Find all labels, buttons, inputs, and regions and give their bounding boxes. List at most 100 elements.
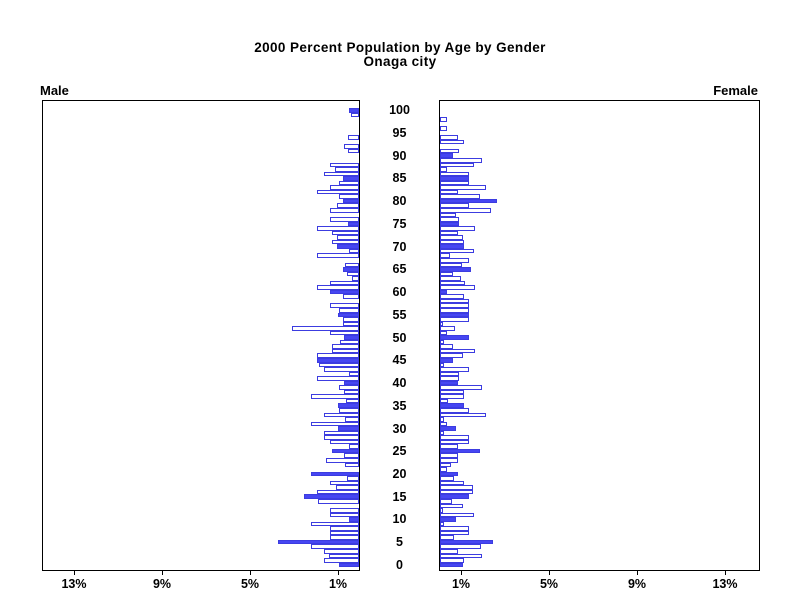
bar-female-age-44 — [440, 362, 445, 368]
bar-female-age-27 — [440, 439, 469, 445]
age-axis-label-40: 40 — [392, 376, 407, 391]
bar-male-age-11 — [330, 512, 359, 518]
bar-female-age-33 — [440, 412, 487, 418]
bar-female-age-35 — [440, 403, 465, 409]
female-axis-tick-13 — [725, 571, 726, 575]
bar-male-age-60 — [330, 289, 359, 295]
bar-female-age-63 — [440, 276, 462, 281]
bar-female-age-26 — [440, 444, 459, 449]
bar-female-age-45 — [440, 358, 454, 363]
bar-male-age-84 — [339, 180, 359, 186]
bar-male-age-45 — [317, 358, 359, 363]
bar-female-age-52 — [440, 326, 456, 331]
bar-male-age-86 — [323, 171, 359, 177]
bar-female-age-10 — [440, 517, 457, 522]
bar-female-age-40 — [440, 380, 459, 386]
bar-male-age-26 — [349, 444, 359, 449]
bar-male-age-5 — [277, 539, 359, 545]
bar-male-age-64 — [346, 271, 359, 277]
bar-male-age-37 — [310, 394, 359, 399]
bar-female-age-88 — [440, 162, 475, 168]
male-panel-header: Male — [40, 83, 69, 98]
bar-female-age-77 — [440, 212, 457, 218]
bar-male-age-56 — [339, 308, 359, 313]
bar-male-age-2 — [329, 553, 359, 559]
bar-male-age-8 — [330, 526, 359, 531]
bar-male-age-66 — [344, 262, 359, 268]
bar-female-age-37 — [440, 394, 465, 399]
bar-female-age-30 — [440, 426, 457, 431]
bar-female-age-82 — [440, 189, 459, 195]
bar-male-age-85 — [342, 176, 359, 181]
bar-female-age-19 — [440, 476, 455, 481]
bar-male-age-9 — [310, 521, 359, 527]
bar-female-age-91 — [440, 148, 460, 154]
bar-female-age-54 — [440, 317, 470, 322]
female-panel-header: Female — [713, 83, 758, 98]
bar-male-age-52 — [291, 326, 359, 331]
bar-male-age-78 — [330, 208, 359, 213]
bar-male-age-74 — [317, 226, 359, 231]
bar-female-age-70 — [440, 244, 465, 249]
age-axis-label-35: 35 — [392, 398, 407, 413]
age-axis-label-75: 75 — [392, 216, 407, 231]
bar-female-age-24 — [440, 453, 459, 459]
bar-female-age-42 — [440, 371, 460, 377]
age-axis-label-0: 0 — [396, 557, 403, 572]
bar-male-age-30 — [337, 426, 359, 431]
bar-female-age-86 — [440, 171, 469, 177]
age-axis-label-30: 30 — [392, 421, 407, 436]
bar-female-age-48 — [440, 344, 454, 349]
bar-female-age-58 — [440, 298, 470, 304]
bar-female-age-98 — [440, 117, 447, 122]
bar-male-age-41 — [317, 376, 359, 381]
bar-male-age-76 — [330, 217, 359, 222]
bar-male-age-31 — [310, 421, 359, 427]
bar-male-age-4 — [310, 544, 359, 549]
bar-female-age-71 — [440, 239, 465, 245]
bar-female-age-9 — [440, 521, 445, 527]
chart-subtitle: Onaga city — [363, 54, 437, 69]
bar-female-age-13 — [440, 503, 464, 509]
age-axis-label-95: 95 — [392, 126, 407, 141]
age-axis-label-10: 10 — [392, 512, 407, 527]
bar-male-age-73 — [331, 230, 359, 236]
bar-female-age-11 — [440, 512, 475, 518]
bar-female-age-69 — [440, 248, 475, 254]
bar-male-age-53 — [342, 321, 359, 327]
bar-male-age-55 — [337, 312, 359, 318]
bar-female-age-36 — [440, 398, 449, 404]
bar-female-age-1 — [440, 558, 465, 563]
bar-female-age-72 — [440, 235, 464, 240]
bar-female-age-32 — [440, 417, 445, 422]
bar-male-age-39 — [339, 385, 359, 390]
bar-male-age-16 — [317, 489, 359, 495]
bar-male-age-100 — [348, 108, 359, 113]
bar-female-age-96 — [440, 126, 447, 131]
male-axis-tick-label-5: 5% — [240, 577, 260, 591]
bar-female-age-83 — [440, 185, 487, 190]
bar-male-age-42 — [349, 371, 359, 377]
age-axis-label-65: 65 — [392, 262, 407, 277]
bar-male-age-17 — [335, 485, 359, 490]
bar-female-age-76 — [440, 217, 460, 222]
bar-male-age-32 — [344, 417, 359, 422]
bar-female-age-81 — [440, 194, 481, 199]
bar-male-age-57 — [330, 303, 359, 309]
female-axis-tick-9 — [637, 571, 638, 575]
chart-title: 2000 Percent Population by Age by Gender — [254, 40, 546, 55]
bar-female-age-38 — [440, 389, 465, 395]
bar-male-age-94 — [348, 135, 359, 140]
female-axis-tick-label-13: 13% — [712, 577, 738, 591]
bar-female-age-68 — [440, 253, 451, 259]
bar-female-age-64 — [440, 271, 454, 277]
bar-female-age-84 — [440, 180, 470, 186]
bar-male-age-27 — [330, 439, 359, 445]
bar-female-age-14 — [440, 498, 453, 504]
bar-male-age-10 — [349, 517, 359, 522]
bar-male-age-88 — [330, 162, 359, 168]
bar-female-age-22 — [440, 462, 451, 468]
bar-male-age-80 — [342, 198, 359, 204]
bar-female-age-74 — [440, 226, 476, 231]
